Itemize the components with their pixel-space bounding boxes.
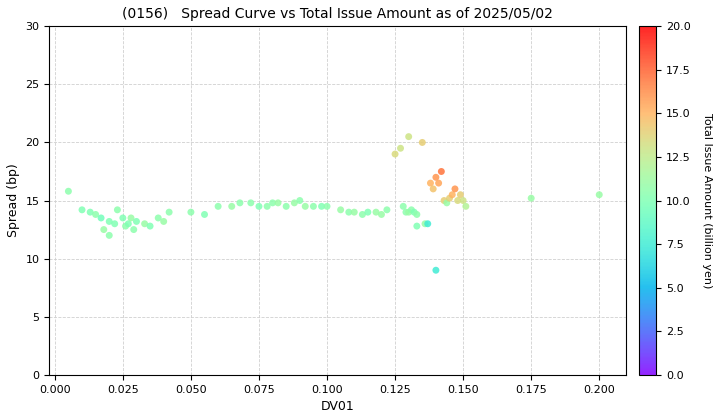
Point: [397, 203, 409, 210]
Point: [104, 218, 115, 225]
Point: [117, 215, 129, 221]
Point: [444, 195, 455, 202]
Point: [63, 188, 74, 194]
Point: [300, 203, 311, 210]
Point: [411, 211, 423, 218]
Point: [84, 209, 96, 215]
Point: [430, 267, 441, 273]
Point: [408, 209, 420, 215]
Point: [335, 207, 346, 213]
Point: [112, 207, 123, 213]
Point: [245, 200, 256, 206]
Point: [294, 197, 305, 204]
Y-axis label: Total Issue Amount (billion yen): Total Issue Amount (billion yen): [701, 113, 711, 288]
Point: [395, 145, 406, 152]
Point: [316, 203, 328, 210]
Point: [403, 209, 415, 215]
Point: [163, 209, 175, 215]
Point: [234, 200, 246, 206]
Point: [422, 220, 433, 227]
Point: [343, 209, 354, 215]
Point: [199, 211, 210, 218]
Point: [449, 186, 461, 192]
Point: [144, 223, 156, 229]
Point: [457, 197, 469, 204]
Point: [272, 200, 284, 206]
Point: [253, 203, 265, 210]
Point: [158, 218, 169, 225]
Point: [403, 133, 415, 140]
Point: [226, 203, 238, 210]
Point: [419, 220, 431, 227]
Point: [405, 207, 417, 213]
Point: [454, 192, 466, 198]
Point: [185, 209, 197, 215]
Point: [430, 174, 441, 181]
Point: [120, 223, 131, 229]
Point: [411, 223, 423, 229]
Point: [76, 207, 88, 213]
Point: [212, 203, 224, 210]
Point: [267, 200, 279, 206]
Point: [307, 203, 319, 210]
Point: [433, 180, 444, 186]
Point: [417, 139, 428, 146]
Y-axis label: Spread (bp): Spread (bp): [7, 164, 20, 237]
Point: [376, 211, 387, 218]
Point: [593, 192, 605, 198]
Point: [400, 209, 412, 215]
Point: [280, 203, 292, 210]
Point: [436, 168, 447, 175]
Point: [109, 220, 120, 227]
X-axis label: DV01: DV01: [321, 400, 355, 413]
Point: [321, 203, 333, 210]
Point: [139, 220, 150, 227]
Point: [98, 226, 109, 233]
Point: [362, 209, 374, 215]
Point: [452, 197, 464, 204]
Point: [122, 220, 134, 227]
Point: [348, 209, 360, 215]
Point: [95, 215, 107, 221]
Title: (0156)   Spread Curve vs Total Issue Amount as of 2025/05/02: (0156) Spread Curve vs Total Issue Amoun…: [122, 7, 554, 21]
Point: [370, 209, 382, 215]
Point: [425, 180, 436, 186]
Point: [356, 211, 368, 218]
Point: [446, 192, 458, 198]
Point: [390, 151, 401, 158]
Point: [289, 200, 300, 206]
Point: [441, 200, 453, 206]
Point: [526, 195, 537, 202]
Point: [438, 197, 450, 204]
Point: [128, 226, 140, 233]
Point: [381, 207, 392, 213]
Point: [261, 203, 273, 210]
Point: [90, 211, 102, 218]
Point: [125, 215, 137, 221]
Point: [460, 203, 472, 210]
Point: [153, 215, 164, 221]
Point: [428, 186, 439, 192]
Point: [104, 232, 115, 239]
Point: [131, 218, 143, 225]
